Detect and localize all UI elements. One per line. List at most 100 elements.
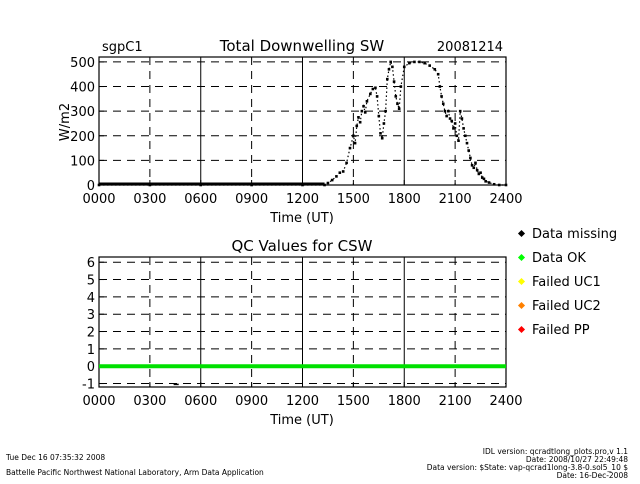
top-data-point — [484, 180, 487, 183]
top-x-tick-label: 0600 — [184, 192, 217, 207]
top-x-tick-label: 1200 — [286, 192, 319, 207]
bottom-y-tick-label: 4 — [87, 291, 95, 306]
legend-marker-icon — [517, 325, 526, 334]
top-y-axis-label: W/m2 — [58, 103, 73, 141]
bottom-y-tick-label: 1 — [87, 343, 95, 358]
top-x-tick-label: 2400 — [489, 192, 522, 207]
bottom-y-tick-label: 2 — [87, 326, 95, 341]
bottom-plot-border — [98, 256, 507, 388]
top-data-point — [477, 172, 481, 176]
bottom-x-tick-label: 0300 — [133, 394, 166, 409]
top-x-tick-label: 1800 — [388, 192, 421, 207]
top-data-point — [487, 181, 491, 184]
top-data-point — [475, 168, 479, 172]
top-data-point — [396, 102, 399, 106]
top-data-point — [355, 124, 359, 128]
top-data-point — [469, 156, 472, 160]
top-x-tick-labels: 0000 0300 0600 0900 1200 1500 1800 2100 2400 — [82, 192, 522, 207]
legend-label: Failed UC2 — [532, 299, 601, 314]
bottom-x-tick-label: 1200 — [286, 394, 319, 409]
top-data-point — [438, 85, 442, 88]
top-chart-grid — [99, 57, 506, 185]
bottom-x-tick-labels: 0000 0300 0600 0900 1200 1500 1800 2100 2400 — [82, 394, 522, 409]
top-data-point — [392, 80, 396, 83]
bottom-chart-title: QC Values for CSW — [231, 237, 372, 255]
legend-marker-icon — [517, 229, 526, 238]
top-data-point — [345, 161, 348, 165]
top-data-point — [467, 149, 470, 152]
date-label: 20081214 — [437, 40, 503, 55]
bottom-y-tick-label: 0 — [87, 360, 95, 375]
bottom-x-tick-label: 2100 — [439, 394, 472, 409]
footer-data-version: Data version: $State: vap-qcrad1long-3.8… — [427, 463, 629, 472]
top-x-tick-label: 0900 — [235, 192, 268, 207]
top-data-point — [408, 61, 411, 65]
top-y-tick-label: 500 — [70, 56, 95, 71]
bottom-chart-grid — [99, 257, 506, 387]
top-data-point — [450, 119, 454, 123]
legend-label: Failed PP — [532, 323, 590, 338]
legend-marker-icon — [517, 301, 526, 310]
qc-legend: Data missing Data OK Failed UC1 Failed UC2 F… — [517, 227, 617, 338]
bottom-x-axis-label: Time (UT) — [269, 413, 334, 428]
footer-version-date: Date: 2008/10/27 22:49:48 — [526, 455, 628, 464]
bottom-y-tick-label: -1 — [82, 378, 95, 393]
bottom-x-tick-label: 1500 — [337, 394, 370, 409]
footer-idl-version: IDL version: qcradtlong_plots.pro,v 1.1 — [483, 447, 628, 456]
top-data-point — [443, 109, 447, 113]
top-data-point — [385, 77, 389, 81]
top-chart-points — [97, 59, 508, 187]
top-data-point — [418, 60, 421, 64]
bottom-y-tick-label: 6 — [87, 256, 95, 271]
top-data-point — [357, 116, 360, 119]
top-data-point — [380, 136, 384, 140]
top-x-tick-label: 0300 — [133, 192, 166, 207]
top-data-point — [301, 183, 304, 187]
top-y-tick-label: 100 — [70, 154, 95, 169]
legend-entry: Failed UC2 — [517, 299, 601, 314]
site-label: sgpC1 — [102, 40, 143, 55]
top-data-point — [480, 176, 484, 179]
top-data-point — [389, 60, 392, 64]
top-y-tick-labels: 0 100 200 300 400 500 — [70, 56, 95, 194]
top-y-tick-label: 0 — [87, 179, 95, 194]
top-data-point — [441, 102, 445, 106]
footer-data-date: Date: 16-Dec-2008 — [557, 471, 629, 480]
bottom-y-tick-label: 5 — [87, 274, 95, 289]
bottom-x-tick-label: 2400 — [489, 394, 522, 409]
legend-label: Failed UC1 — [532, 275, 601, 290]
legend-entry: Data missing — [517, 227, 617, 242]
legend-marker-icon — [517, 253, 526, 262]
bottom-x-tick-label: 0600 — [184, 394, 217, 409]
top-data-point — [363, 111, 367, 114]
top-data-point — [365, 100, 369, 103]
bottom-x-tick-label: 0900 — [235, 394, 268, 409]
legend-label: Data OK — [532, 251, 586, 266]
top-data-point — [433, 68, 437, 71]
footer-timestamp: Tue Dec 16 07:35:32 2008 — [5, 453, 105, 462]
legend-label: Data missing — [532, 227, 617, 242]
top-y-tick-label: 400 — [70, 81, 95, 96]
top-data-point — [394, 95, 398, 98]
top-data-point — [369, 92, 372, 96]
top-data-point — [457, 139, 460, 142]
top-data-point — [384, 109, 387, 113]
top-chart-title: Total Downwelling SW — [219, 37, 385, 55]
bottom-x-tick-label: 0000 — [82, 394, 115, 409]
top-data-point — [458, 109, 462, 113]
top-x-tick-label: 1500 — [337, 192, 370, 207]
bottom-y-tick-label: 3 — [87, 308, 95, 323]
legend-entry: Failed UC1 — [517, 275, 601, 290]
top-data-point — [474, 161, 477, 165]
top-data-point — [199, 183, 203, 187]
bottom-chart-series — [99, 364, 506, 386]
top-data-point — [472, 166, 476, 170]
top-data-point — [460, 117, 464, 120]
top-data-point — [452, 127, 455, 130]
top-data-point — [323, 183, 326, 187]
top-x-tick-label: 2100 — [439, 192, 472, 207]
top-data-point — [470, 164, 474, 167]
bottom-x-tick-label: 1800 — [388, 394, 421, 409]
